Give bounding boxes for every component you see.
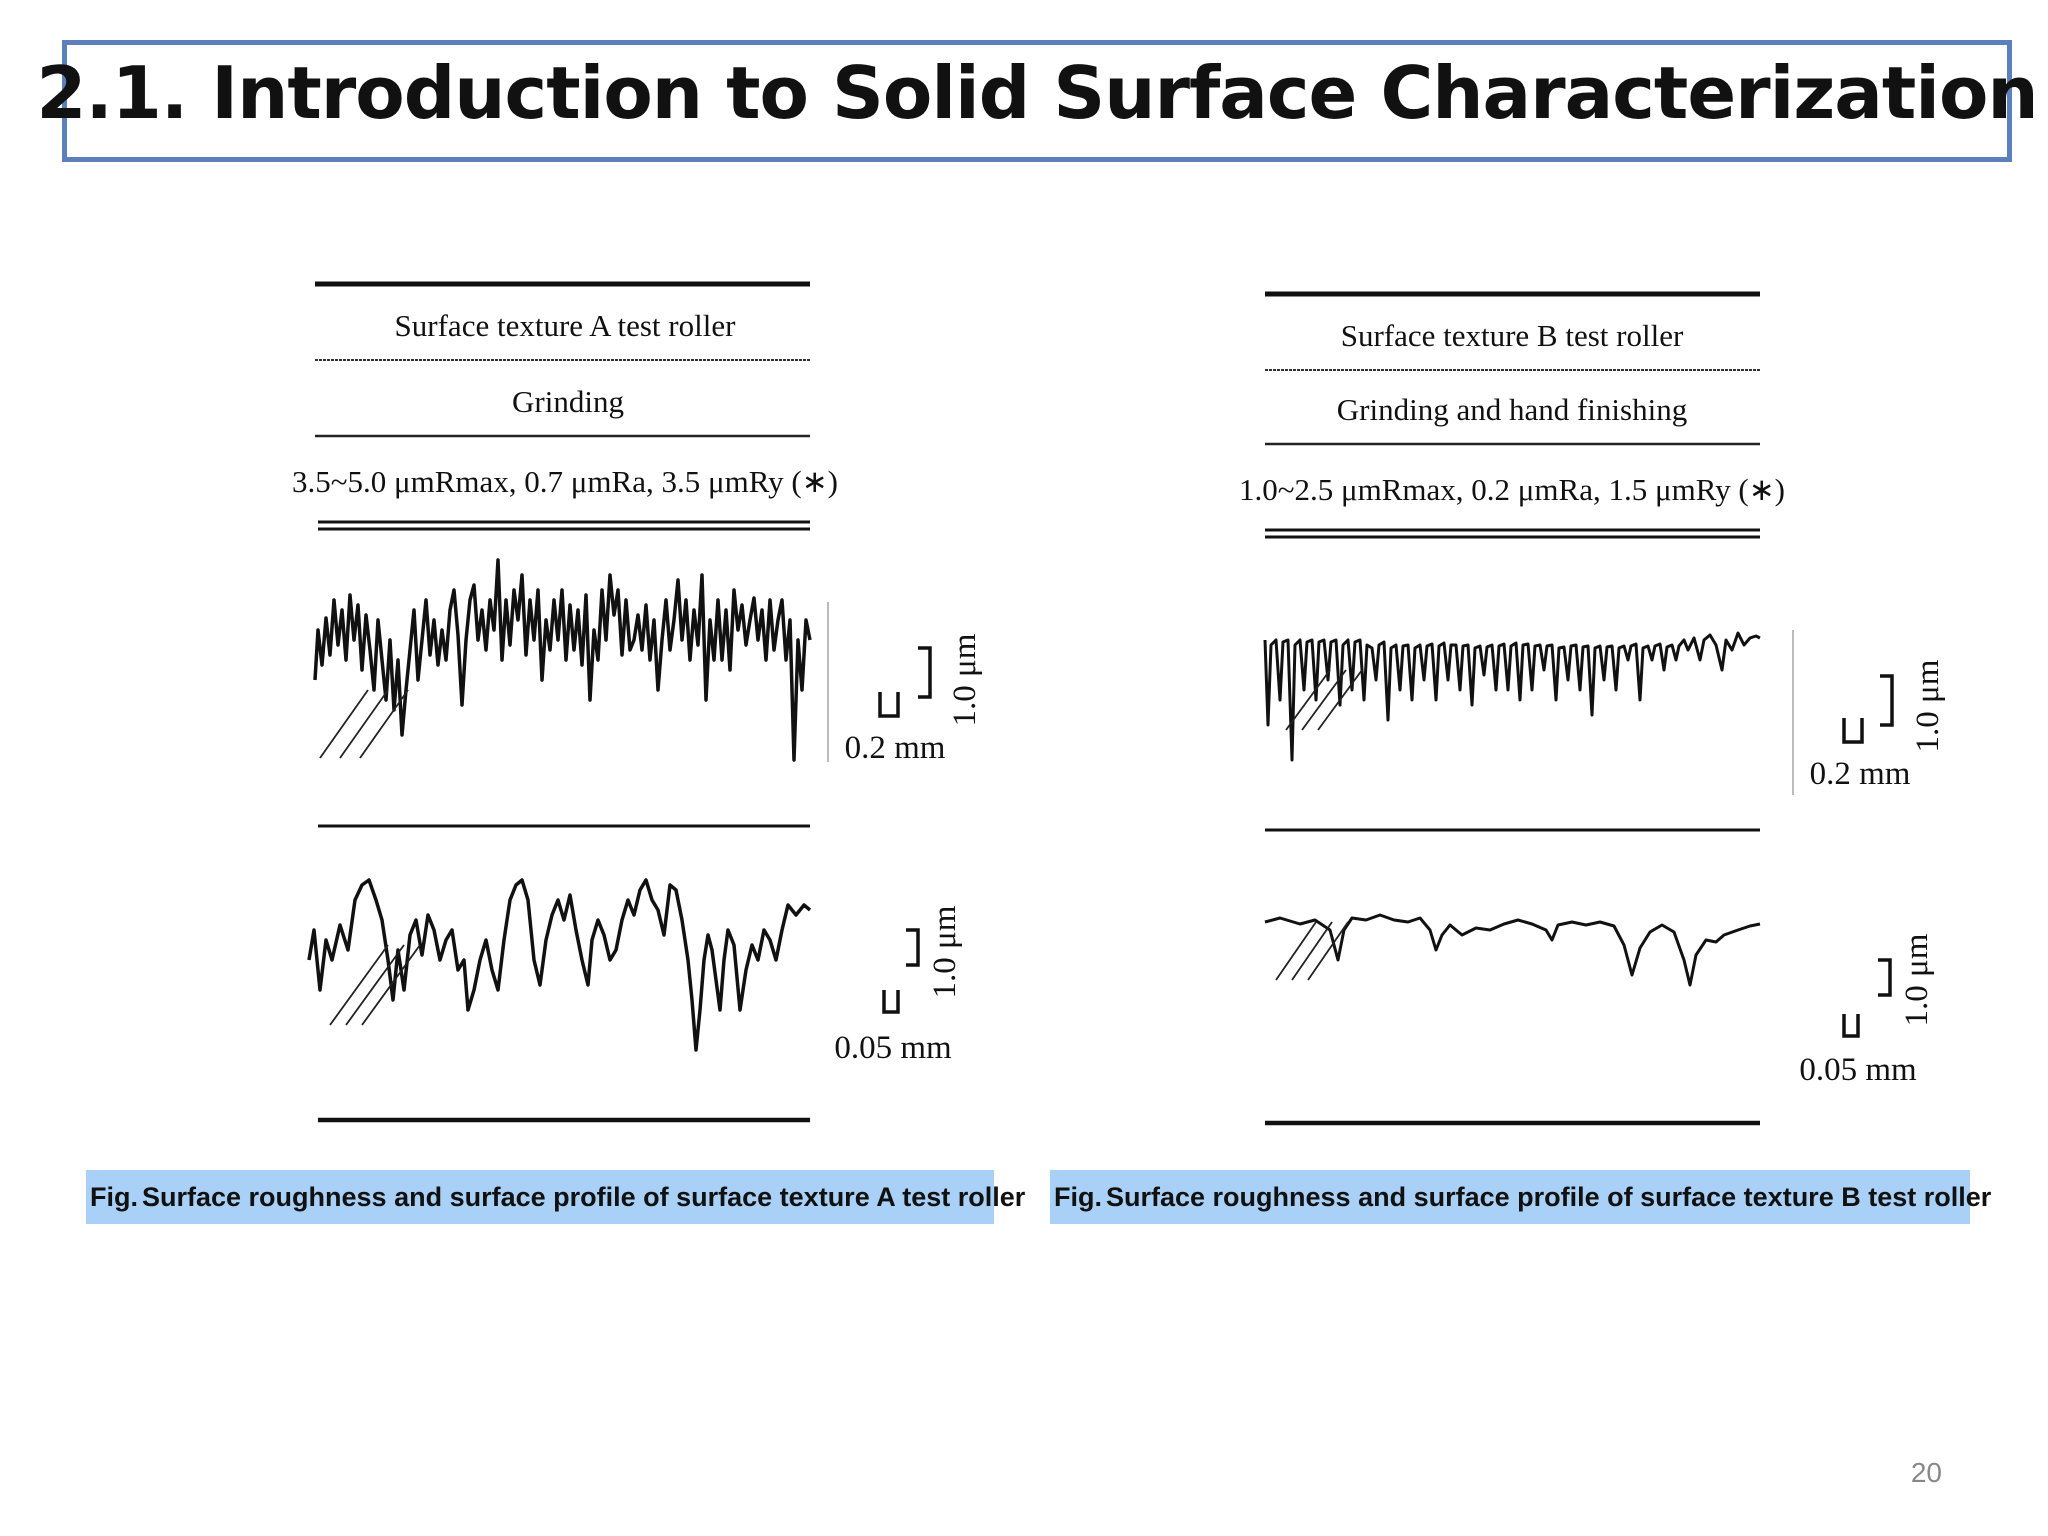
figure-a-upper-v-scale-bracket [918, 646, 932, 699]
figure-b: Surface texture B test roller Grinding a… [1239, 291, 1946, 1126]
figure-a-upper-h-scale-bracket [878, 692, 900, 718]
figure-b-caption-text: Surface roughness and surface profile of… [1106, 1181, 1992, 1212]
figure-a-caption: Fig. Surface roughness and surface profi… [86, 1170, 1025, 1224]
figure-b-caption-label: Fig. [1054, 1181, 1102, 1212]
figure-a-upper-profile [313, 558, 812, 762]
figure-a: Surface texture A test roller Grinding 3… [292, 281, 983, 1123]
figure-a-lower-hatch [329, 944, 421, 1026]
figure-b-lower-h-scale-label: 0.05 mm [1799, 1052, 1917, 1088]
figure-b-heading: Surface texture B test roller [1341, 318, 1684, 353]
page-number: 20 [1910, 1457, 1942, 1488]
figure-a-lower-h-scale-bracket [882, 990, 900, 1014]
figure-a-upper-hatch [319, 689, 409, 759]
figure-a-upper-h-scale-label: 0.2 mm [845, 730, 946, 766]
figure-b-caption: Fig. Surface roughness and surface profi… [1050, 1170, 1991, 1224]
figure-b-upper-v-scale-label: 1.0 μm [1910, 659, 1946, 752]
figure-b-lower-v-scale-bracket [1878, 958, 1892, 997]
figure-a-lower-profile [307, 878, 812, 1052]
figure-a-lower-v-scale-label: 1.0 μm [927, 905, 963, 998]
figure-b-lower-hatch [1275, 921, 1349, 981]
figure-b-upper-v-scale-bracket [1880, 674, 1894, 727]
figure-a-lower-v-scale-bracket [906, 928, 920, 967]
figure-b-upper-hatch [1285, 669, 1363, 731]
figure-a-caption-label: Fig. [90, 1181, 138, 1212]
slide-title: 2.1. Introduction to Solid Surface Chara… [36, 51, 2038, 135]
figure-b-lower-v-scale-label: 1.0 μm [1899, 933, 1935, 1026]
slide-title-box: 2.1. Introduction to Solid Surface Chara… [36, 40, 2039, 162]
figure-a-process: Grinding [512, 384, 624, 419]
figure-b-roughness: 1.0~2.5 μmRmax, 0.2 μmRa, 1.5 μmRy (∗) [1239, 472, 1785, 507]
figure-a-heading: Surface texture A test roller [395, 308, 737, 343]
figure-b-upper-h-scale-bracket [1842, 718, 1864, 744]
figure-a-caption-text: Surface roughness and surface profile of… [142, 1181, 1026, 1212]
figure-b-upper-h-scale-label: 0.2 mm [1810, 756, 1911, 792]
figure-a-upper-v-scale-label: 1.0 μm [947, 633, 983, 726]
figure-b-upper-profile [1263, 631, 1761, 762]
figure-b-lower-h-scale-bracket [1842, 1014, 1860, 1038]
figure-a-roughness: 3.5~5.0 μmRmax, 0.7 μmRa, 3.5 μmRy (∗) [292, 464, 838, 499]
figure-a-lower-h-scale-label: 0.05 mm [834, 1030, 952, 1066]
figure-b-lower-profile [1264, 913, 1761, 987]
figure-b-process: Grinding and hand finishing [1337, 392, 1687, 427]
